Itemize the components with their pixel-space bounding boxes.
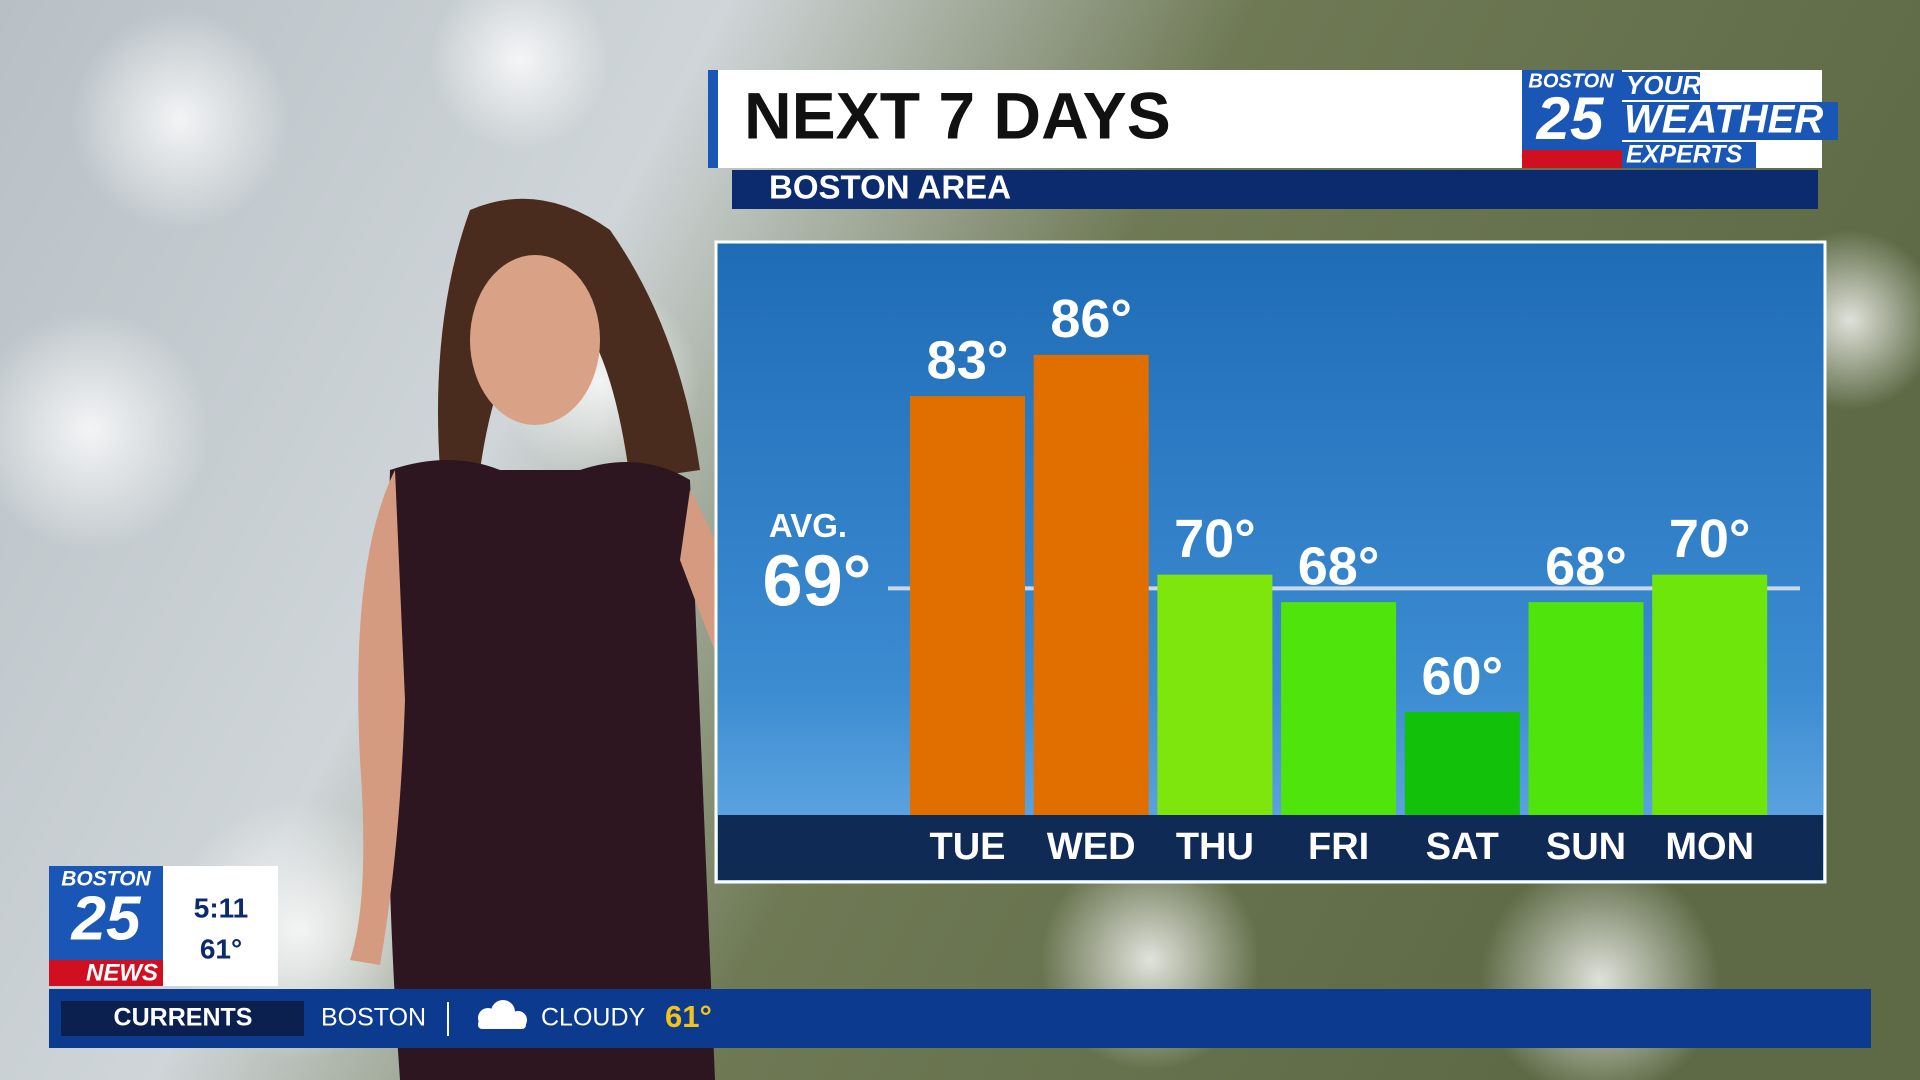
value-label: 68° xyxy=(1298,536,1380,596)
station-bug: BOSTON 25 NEWS 5:11 61° xyxy=(49,866,278,986)
bug-temperature: 61° xyxy=(200,933,242,964)
ticker-bar xyxy=(49,989,1871,1048)
value-label: 83° xyxy=(927,330,1009,390)
value-label: 68° xyxy=(1545,536,1627,596)
average-label: AVG. xyxy=(769,507,847,544)
bar xyxy=(1033,354,1149,815)
value-label: 70° xyxy=(1174,509,1256,569)
cloud-icon xyxy=(478,1000,527,1029)
ticker-temperature: 61° xyxy=(665,999,712,1034)
ticker-label-box xyxy=(61,1001,304,1036)
bug-brand: NEWS xyxy=(86,959,158,986)
presenter xyxy=(350,198,1020,1080)
logo-line-bg xyxy=(1622,102,1838,140)
bug-station: BOSTON xyxy=(61,868,151,891)
subtitle: BOSTON AREA xyxy=(769,169,1011,206)
value-label: 86° xyxy=(1050,289,1132,349)
title: NEXT 7 DAYS xyxy=(744,78,1171,152)
bar xyxy=(910,396,1025,815)
day-label: TUE xyxy=(930,826,1006,868)
logo-line: WEATHER xyxy=(1624,98,1823,142)
bar xyxy=(1528,602,1644,815)
value-label: 70° xyxy=(1669,509,1751,569)
bar xyxy=(1652,574,1768,815)
average-value: 69° xyxy=(763,541,872,621)
bar xyxy=(1404,711,1520,815)
day-label: WED xyxy=(1047,826,1136,868)
bar xyxy=(1157,574,1273,815)
station-logo: BOSTON 25 YOUR WEATHER EXPERTS xyxy=(1522,70,1838,169)
value-label: 60° xyxy=(1421,646,1503,706)
logo-line-bg xyxy=(1622,72,1700,100)
logo-station: BOSTON xyxy=(1528,70,1614,92)
logo-stripe xyxy=(1522,150,1622,168)
logo-line-bg xyxy=(1622,142,1756,168)
day-label: THU xyxy=(1176,826,1254,868)
ticker: CURRENTS BOSTON CLOUDY 61° xyxy=(49,989,1871,1048)
bar xyxy=(1281,602,1397,815)
day-band xyxy=(718,815,1823,880)
day-label: SUN xyxy=(1546,826,1626,868)
title-accent xyxy=(708,70,718,168)
bug-number: 25 xyxy=(71,884,142,953)
day-label: SAT xyxy=(1426,826,1499,868)
logo-number: 25 xyxy=(1536,85,1605,152)
logo-line: YOUR xyxy=(1626,70,1701,100)
logo-line: EXPERTS xyxy=(1626,141,1743,169)
ticker-city: BOSTON xyxy=(321,1004,426,1032)
day-label: FRI xyxy=(1308,826,1369,868)
chart: AVG.69° 83° TUE 86° WED 70° THU 68° FRI 60° SAT 68°… xyxy=(763,289,1800,868)
day-label: MON xyxy=(1665,826,1754,868)
subtitle-bar xyxy=(732,170,1818,209)
ticker-label: CURRENTS xyxy=(114,1004,253,1032)
bug-time: 5:11 xyxy=(194,892,249,923)
bug-stripe xyxy=(49,960,163,986)
ticker-condition: CLOUDY xyxy=(541,1004,646,1032)
